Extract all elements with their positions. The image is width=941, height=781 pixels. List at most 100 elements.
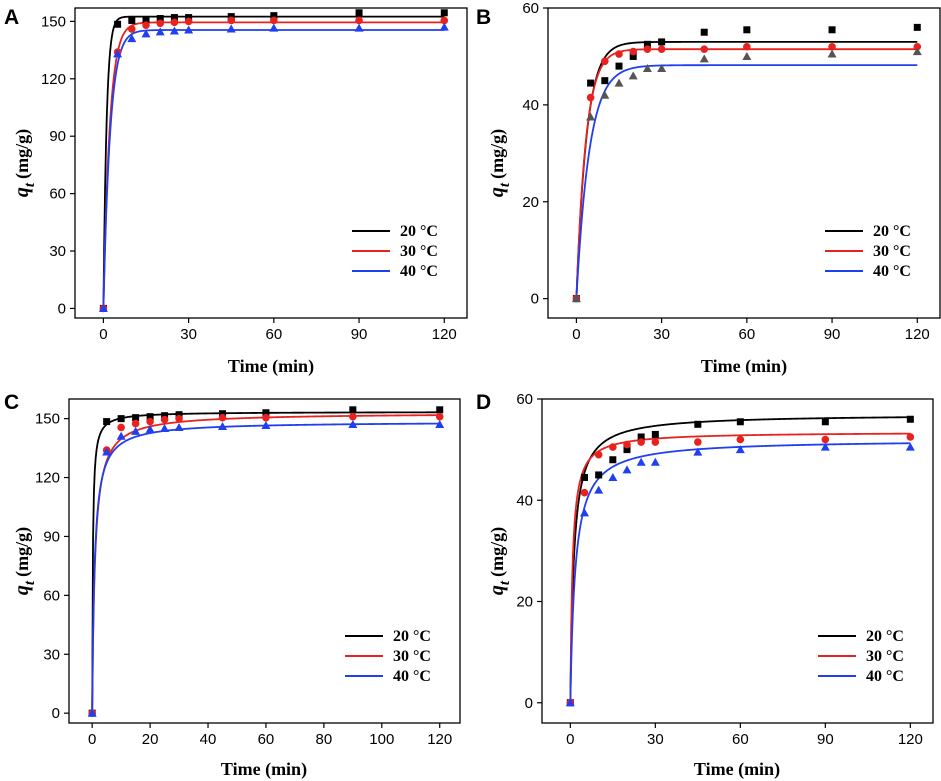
- data-point-40c: [600, 90, 610, 99]
- panel-b: B 0 30 60 90 120 0 20 40 60 20 °C 30 °C 40 °C Time (m…: [476, 0, 941, 377]
- data-point-30c: [270, 16, 278, 25]
- data-point-20c: [355, 9, 363, 17]
- data-point-30c: [117, 423, 125, 432]
- data-point-40c: [145, 424, 155, 433]
- panel-letter: B: [476, 6, 491, 29]
- data-point-30c: [743, 42, 751, 51]
- data-point-40c: [565, 698, 575, 707]
- x-tick-label: 120: [427, 731, 452, 748]
- data-point-20c: [349, 406, 357, 414]
- data-point-20c: [651, 430, 659, 438]
- data-point-20c: [128, 16, 136, 24]
- data-point-40c: [735, 445, 745, 454]
- legend-label: 20 °C: [873, 223, 911, 240]
- data-point-30c: [184, 17, 193, 26]
- data-point-40c: [141, 29, 151, 38]
- data-point-40c: [155, 27, 165, 36]
- data-point-40c: [354, 23, 364, 32]
- data-point-40c: [435, 420, 445, 429]
- plot-frame: [74, 7, 468, 319]
- data-point-30c: [580, 488, 589, 497]
- y-tick-label: 20: [516, 594, 533, 611]
- x-tick-label: 30: [647, 731, 664, 748]
- data-point-40c: [622, 465, 632, 474]
- data-point-30c: [657, 45, 666, 53]
- y-tick-label: 0: [531, 291, 539, 308]
- data-point-30c: [615, 50, 623, 58]
- data-point-20c: [262, 409, 270, 417]
- data-point-40c: [571, 294, 581, 303]
- data-point-30c: [142, 21, 150, 30]
- data-point-40c: [116, 431, 126, 440]
- panel-letter: C: [4, 391, 19, 414]
- legend-label: 30 °C: [400, 243, 438, 260]
- data-point-30c: [218, 413, 227, 422]
- y-axis-title: qt(mg/g): [486, 129, 513, 197]
- data-point-20c: [219, 410, 227, 418]
- data-point-40c: [905, 442, 915, 451]
- data-point-40c: [693, 447, 703, 456]
- legend-label: 40 °C: [873, 263, 911, 280]
- data-point-40c: [184, 25, 194, 34]
- x-tick-label: 90: [351, 326, 368, 343]
- data-point-30c: [736, 435, 745, 444]
- plot-frame: [541, 398, 934, 724]
- fit-line-40c: [102, 29, 445, 309]
- data-point-40c: [226, 24, 236, 33]
- data-point-40c: [628, 71, 638, 80]
- fit-line-40c: [575, 64, 918, 299]
- data-point-20c: [103, 418, 111, 426]
- data-point-30c: [440, 16, 449, 25]
- panel-a: A 0 30 60 90 120 0 30 60 90 120 150 20 °C 30 °C 40 °C T…: [4, 6, 468, 377]
- y-tick-label: 40: [516, 492, 533, 509]
- data-point-40c: [98, 303, 108, 312]
- data-point-20c: [132, 414, 140, 422]
- legend-label: 20 °C: [400, 223, 438, 240]
- data-point-30c: [906, 433, 915, 441]
- data-point-40c: [131, 426, 141, 435]
- panel-letter: A: [4, 6, 19, 29]
- data-point-20c: [170, 14, 178, 22]
- x-tick-label: 0: [572, 326, 580, 343]
- y-tick-label: 60: [43, 587, 60, 604]
- data-point-30c: [643, 45, 652, 53]
- data-point-40c: [174, 422, 184, 431]
- data-point-20c: [821, 418, 829, 426]
- data-point-20c: [906, 415, 914, 423]
- panel-c: C 0 20 40 60 80 100 120 0 30 60 90 120 150 20 °C 30 °C 4…: [4, 391, 461, 780]
- data-point-30c: [156, 19, 165, 28]
- data-point-40c: [650, 457, 660, 466]
- data-point-40c: [439, 22, 449, 31]
- legend-label: 40 °C: [393, 668, 431, 685]
- data-point-40c: [127, 34, 137, 43]
- data-point-40c: [169, 26, 179, 35]
- y-tick-label: 0: [52, 705, 60, 722]
- x-tick-label: 80: [316, 731, 333, 748]
- data-point-30c: [227, 16, 236, 25]
- data-point-30c: [629, 47, 638, 56]
- data-point-30c: [355, 16, 363, 25]
- x-axis-title: Time (min): [694, 759, 780, 780]
- legend-label: 30 °C: [866, 648, 904, 665]
- data-point-20c: [700, 28, 708, 36]
- data-point-30c: [694, 438, 702, 446]
- data-point-20c: [227, 13, 235, 21]
- data-point-20c: [609, 456, 617, 464]
- y-tick-label: 60: [522, 0, 539, 17]
- data-point-40c: [102, 447, 112, 456]
- data-point-40c: [261, 421, 271, 430]
- data-point-20c: [643, 40, 651, 48]
- y-tick-label: 150: [41, 13, 66, 30]
- y-tick-label: 40: [522, 97, 539, 114]
- data-point-20c: [587, 79, 595, 87]
- data-point-40c: [912, 47, 922, 56]
- y-tick-label: 30: [49, 243, 66, 260]
- y-tick-label: 120: [41, 71, 66, 88]
- fit-line-20c: [569, 416, 911, 703]
- x-tick-label: 60: [258, 731, 275, 748]
- legend-label: 20 °C: [393, 628, 431, 645]
- y-tick-label: 20: [522, 194, 539, 211]
- fit-line-30c: [575, 48, 918, 299]
- x-axis-title: Time (min): [221, 759, 307, 780]
